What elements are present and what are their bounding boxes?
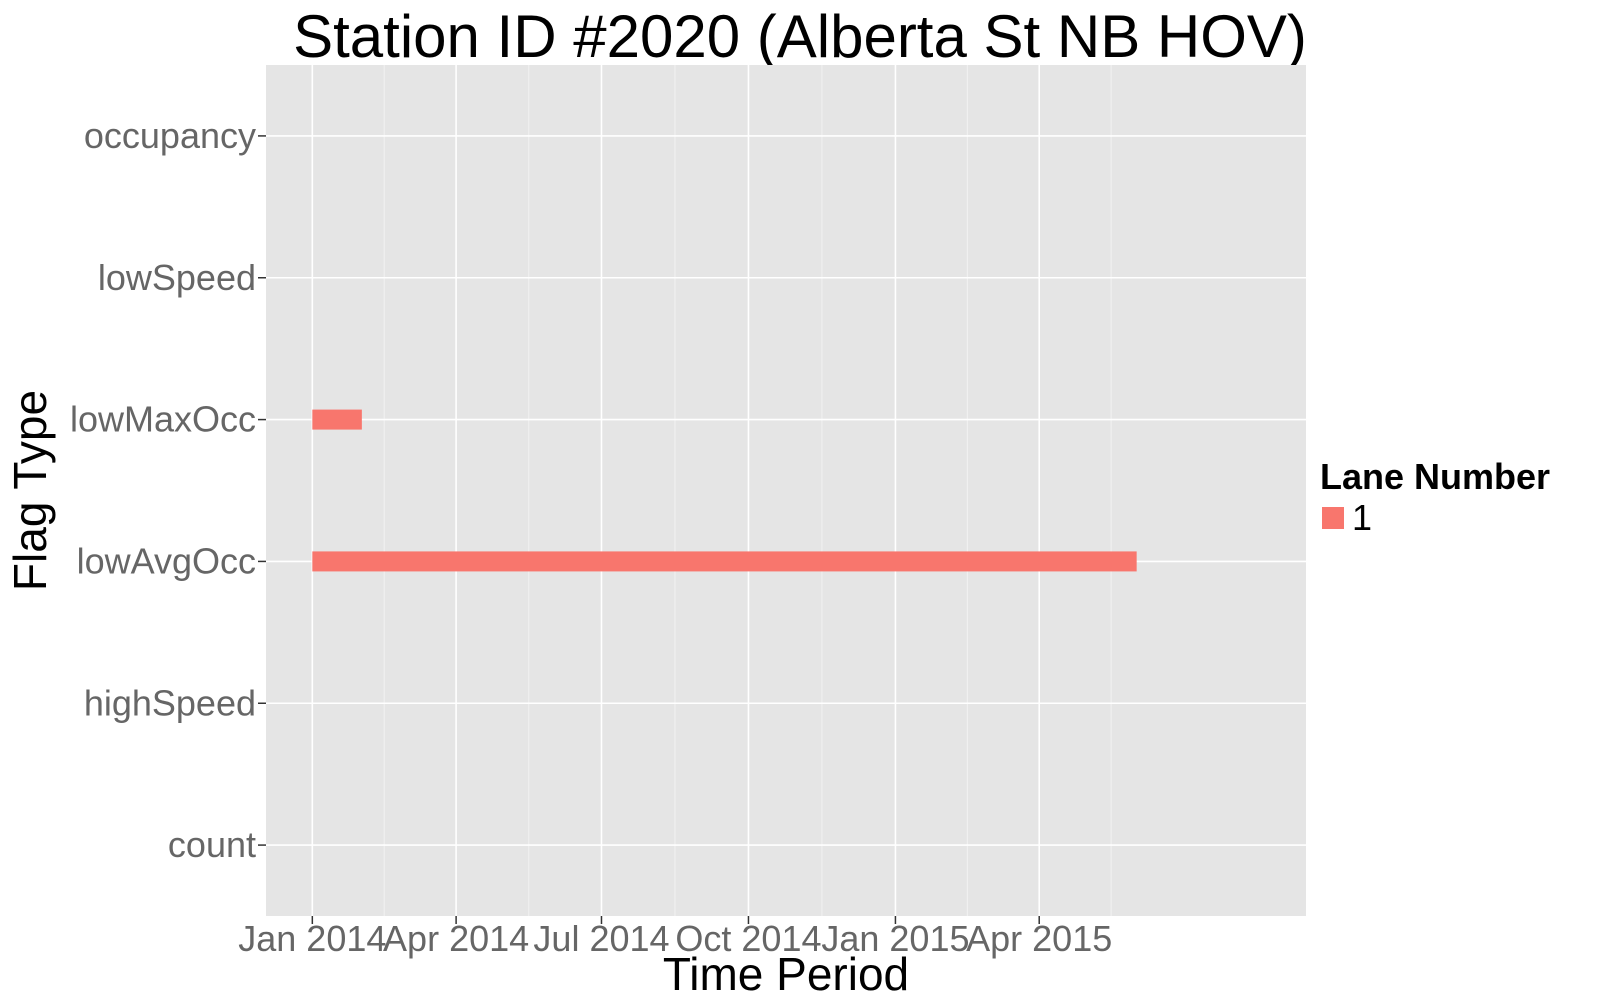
y-tick-label: lowAvgOcc — [77, 540, 256, 581]
y-tick-label: occupancy — [84, 115, 256, 156]
x-tick-label: Jan 2015 — [821, 918, 969, 959]
x-tick-label: Apr 2015 — [966, 918, 1112, 959]
x-tick-label: Apr 2014 — [383, 918, 529, 959]
chart-title: Station ID #2020 (Alberta St NB HOV) — [293, 3, 1307, 70]
x-tick-label: Jul 2014 — [533, 918, 669, 959]
y-tick-label: highSpeed — [84, 682, 256, 723]
bar-segment — [312, 551, 1137, 572]
y-tick-label: lowMaxOcc — [70, 399, 256, 440]
legend-key-swatch — [1320, 505, 1346, 531]
y-tick-label: count — [168, 824, 256, 865]
y-tick-label: lowSpeed — [98, 257, 256, 298]
legend-label: 1 — [1352, 497, 1373, 538]
x-tick-label: Jan 2014 — [238, 918, 386, 959]
legend-title: Lane Number — [1320, 456, 1551, 497]
legend-item: 1 — [1320, 500, 1550, 536]
x-tick-label: Oct 2014 — [675, 918, 821, 959]
legend: Lane Number 1 — [1320, 456, 1550, 536]
bar-segment — [312, 409, 362, 430]
plot-panel — [266, 65, 1306, 916]
y-axis-title: Flag Type — [4, 390, 56, 591]
x-axis-title: Time Period — [663, 948, 909, 1000]
